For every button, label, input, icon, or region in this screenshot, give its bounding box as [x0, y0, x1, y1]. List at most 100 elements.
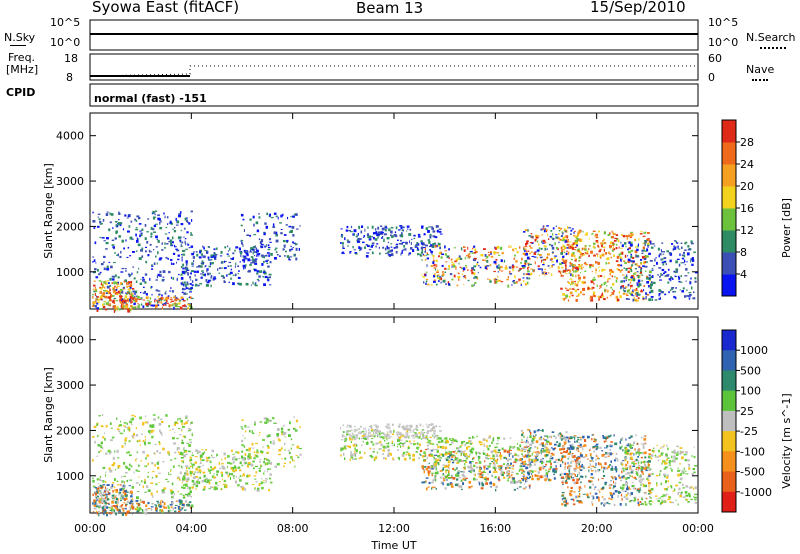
power-echo	[551, 246, 555, 250]
power-echo	[568, 282, 570, 285]
power-echo	[346, 225, 349, 229]
power-echo	[298, 247, 300, 251]
power-echo	[180, 265, 183, 269]
power-echo	[257, 280, 260, 282]
power-echo	[583, 247, 587, 250]
power-echo	[243, 255, 247, 259]
velocity-echo	[155, 475, 158, 478]
power-echo	[439, 233, 443, 235]
velocity-echo	[242, 457, 245, 461]
velocity-echo	[576, 448, 579, 451]
power-echo	[122, 305, 125, 308]
velocity-echo	[118, 510, 122, 512]
velocity-echo	[117, 466, 119, 469]
power-echo	[287, 216, 289, 220]
velocity-echo	[247, 462, 251, 464]
power-echo	[221, 267, 224, 269]
power-echo	[358, 225, 361, 229]
velocity-echo	[521, 469, 525, 472]
power-echo	[127, 299, 129, 301]
power-echo	[406, 225, 410, 228]
velocity-echo	[99, 487, 103, 489]
power-echo	[167, 302, 169, 304]
velocity-echo	[116, 417, 118, 420]
power-echo	[141, 255, 144, 258]
velocity-echo	[227, 455, 230, 458]
power-echo	[340, 235, 342, 237]
power-echo	[573, 232, 575, 234]
power-echo	[135, 229, 139, 231]
power-echo	[132, 297, 135, 300]
power-echo	[511, 265, 515, 269]
power-echo	[622, 289, 625, 291]
velocity-echo	[604, 467, 608, 470]
power-echo	[295, 257, 298, 261]
velocity-echo	[259, 421, 262, 423]
power-echo	[355, 235, 358, 238]
power-echo	[206, 270, 208, 273]
velocity-echo	[145, 457, 147, 460]
velocity-echo	[351, 438, 354, 441]
velocity-echo	[420, 454, 422, 456]
velocity-echo	[571, 443, 574, 447]
power-echo	[598, 298, 600, 301]
power-echo	[427, 230, 430, 233]
power-echo	[267, 276, 270, 279]
velocity-echo	[608, 503, 611, 505]
velocity-echo	[421, 455, 425, 458]
power-echo	[368, 249, 372, 251]
velocity-echo	[195, 476, 199, 478]
velocity-echo	[560, 433, 562, 436]
velocity-echo	[488, 470, 491, 474]
power-echo	[115, 224, 118, 227]
power-echo	[640, 259, 643, 261]
power-echo	[150, 232, 153, 236]
velocity-echo	[578, 496, 581, 498]
power-echo	[151, 294, 153, 296]
velocity-echo	[626, 461, 629, 464]
power-echo	[433, 259, 435, 262]
velocity-echo	[123, 429, 125, 433]
power-echo	[634, 250, 638, 254]
power-echo	[685, 280, 687, 282]
power-echo	[371, 225, 374, 229]
velocity-echo	[177, 418, 179, 421]
power-echo	[425, 244, 428, 247]
power-echo	[141, 228, 144, 231]
power-echo	[220, 250, 223, 254]
power-echo	[620, 260, 622, 262]
power-echo	[390, 235, 394, 238]
velocity-echo	[124, 426, 128, 428]
velocity-echo	[634, 448, 636, 451]
velocity-echo	[432, 448, 435, 451]
power-echo	[181, 258, 183, 262]
power-echo	[667, 281, 670, 284]
strip-lines	[89, 33, 698, 77]
velocity-echo	[92, 477, 94, 480]
velocity-echo	[125, 513, 128, 516]
velocity-echo	[168, 425, 170, 428]
power-echo	[464, 256, 466, 260]
power-echo	[425, 282, 427, 285]
velocity-echo	[177, 491, 179, 493]
velocity-echo	[661, 499, 663, 501]
velocity-echo	[181, 422, 183, 426]
velocity-echo	[686, 459, 690, 462]
beam-label: Beam 13	[356, 0, 424, 17]
power-echo	[541, 234, 544, 236]
velocity-echo	[202, 471, 206, 474]
power-echo	[161, 297, 164, 300]
velocity-echo	[114, 494, 117, 498]
power-echo	[254, 254, 256, 257]
velocity-echo	[606, 502, 608, 504]
power-echo	[134, 306, 136, 309]
velocity-echo	[688, 464, 690, 467]
velocity-echo	[609, 444, 612, 446]
velocity-echo	[683, 471, 685, 475]
velocity-echo	[198, 481, 201, 484]
power-echo	[681, 246, 683, 249]
power-echo	[153, 249, 155, 251]
power-echo	[496, 279, 499, 282]
velocity-echo	[563, 455, 567, 458]
power-echo	[136, 238, 140, 240]
